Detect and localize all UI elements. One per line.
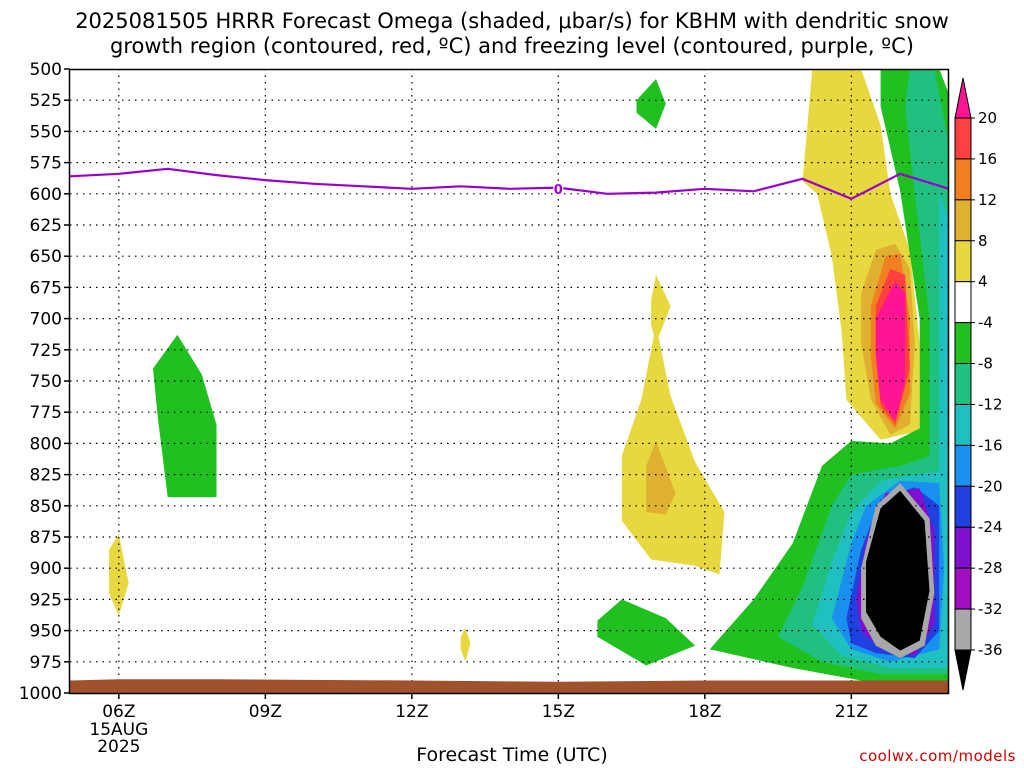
- colorbar-label-0: 20: [978, 109, 997, 127]
- x-tick-label-12Z: 12Z: [395, 702, 428, 722]
- x-tick-label-15Z: 15Z: [542, 702, 575, 722]
- colorbar-label-2: 12: [978, 191, 997, 209]
- y-tick-label-725: 725: [30, 341, 62, 361]
- x-axis-label: Forecast Time (UTC): [416, 744, 608, 766]
- colorbar-band-3: [954, 199, 972, 242]
- freezing-level-line: [69, 167, 950, 201]
- ground-strip: [70, 679, 949, 693]
- colorbar-band-13: [954, 608, 972, 651]
- chart-title-line-1: 2025081505 HRRR Forecast Omega (shaded, …: [75, 9, 949, 33]
- colorbar-bottom-triangle: [954, 649, 972, 691]
- colorbar-label-10: -24: [978, 518, 1003, 536]
- y-tick-label-675: 675: [30, 278, 62, 298]
- colorbar-top-triangle: [954, 77, 972, 119]
- y-tick-label-525: 525: [30, 91, 62, 111]
- y-tick-label-825: 825: [30, 466, 62, 486]
- ground-fill: [70, 679, 949, 693]
- y-tick-label-875: 875: [30, 528, 62, 548]
- colorbar-label-7: -12: [978, 395, 1003, 413]
- colorbar-label-1: 16: [978, 150, 997, 168]
- colorbar-label-11: -28: [978, 559, 1003, 577]
- colorbar-label-9: -20: [978, 477, 1003, 495]
- y-tick-label-625: 625: [30, 216, 62, 236]
- y-tick-label-800: 800: [30, 434, 62, 454]
- omega-region-3: [651, 274, 671, 344]
- chart-title-line-2: growth region (contoured, red, ºC) and f…: [110, 34, 914, 58]
- y-tick-label-750: 750: [30, 372, 62, 392]
- colorbar-band-2: [954, 158, 972, 201]
- y-tick-label-900: 900: [30, 559, 62, 579]
- freezing-level-label-bg: [553, 181, 564, 196]
- omega-region-20: [866, 490, 930, 651]
- credit-text: coolwx.com/models: [859, 747, 1016, 765]
- colorbar-band-11: [954, 526, 972, 569]
- omega-region-7: [597, 599, 696, 666]
- colorbar-band-1: [954, 117, 972, 160]
- y-axis: 500 525 550 575 600 625 650 675 700 725 750 775 800 8…: [19, 60, 70, 704]
- freezing-level-contour: 0: [69, 167, 950, 201]
- y-tick-label-575: 575: [30, 154, 62, 174]
- colorbar-label-4: 4: [978, 273, 988, 291]
- omega-region-0: [153, 334, 217, 498]
- y-tick-label-550: 550: [30, 122, 62, 142]
- freezing-level-label: 0: [554, 183, 563, 198]
- y-tick-label-500: 500: [30, 60, 62, 80]
- colorbar-band-9: [954, 444, 972, 487]
- colorbar: 20 16 12 8 4 -4 -8 -12 -16 -20 -24 -28 -32 -36: [954, 77, 1003, 691]
- omega-region-4: [621, 324, 725, 575]
- colorbar-label-13: -36: [978, 641, 1003, 659]
- y-tick-label-850: 850: [30, 497, 62, 517]
- omega-region-6: [460, 628, 471, 662]
- colorbar-label-6: -8: [978, 355, 993, 373]
- colorbar-band-7: [954, 363, 972, 405]
- omega-region-2: [636, 79, 666, 129]
- x-date-label-1: 2025: [97, 737, 140, 757]
- y-tick-label-775: 775: [30, 403, 62, 423]
- colorbar-band-6: [954, 322, 972, 365]
- colorbar-label-3: 8: [978, 232, 988, 250]
- x-tick-label-06Z: 06Z: [102, 702, 135, 722]
- colorbar-band-4: [954, 240, 972, 283]
- colorbar-band-5: [954, 281, 972, 324]
- x-tick-label-21Z: 21Z: [835, 702, 868, 722]
- x-tick-label-18Z: 18Z: [688, 702, 721, 722]
- x-date-label-0: 15AUG: [89, 720, 148, 740]
- y-tick-label-600: 600: [30, 185, 62, 205]
- y-tick-label-700: 700: [30, 310, 62, 330]
- y-tick-label-1000: 1000: [19, 684, 62, 704]
- omega-region-5: [646, 440, 676, 515]
- colorbar-band-8: [954, 403, 972, 446]
- y-tick-label-925: 925: [30, 590, 62, 610]
- x-tick-label-09Z: 09Z: [249, 702, 282, 722]
- y-tick-label-975: 975: [30, 653, 62, 673]
- y-tick-label-650: 650: [30, 247, 62, 267]
- colorbar-label-12: -32: [978, 600, 1003, 618]
- y-tick-label-950: 950: [30, 622, 62, 642]
- colorbar-band-12: [954, 567, 972, 610]
- colorbar-label-8: -16: [978, 436, 1003, 454]
- colorbar-band-10: [954, 485, 972, 528]
- omega-region-12: [875, 281, 906, 421]
- colorbar-label-5: -4: [978, 314, 993, 332]
- omega-shading: [109, 69, 949, 681]
- omega-region-1: [109, 534, 129, 616]
